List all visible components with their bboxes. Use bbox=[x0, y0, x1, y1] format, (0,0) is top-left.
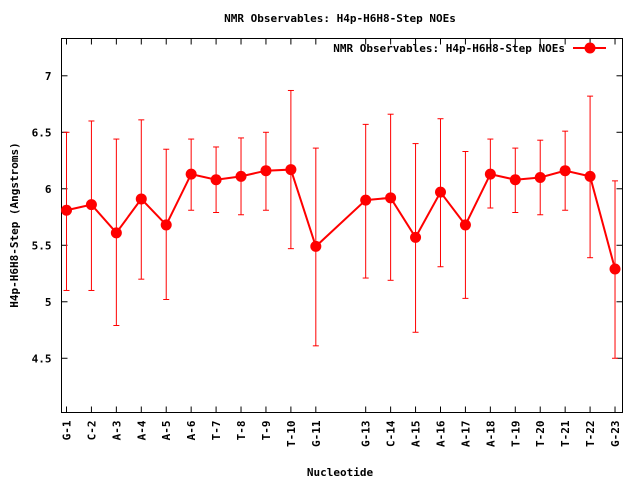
x-tick-label: A-16 bbox=[434, 420, 447, 447]
data-point bbox=[235, 170, 247, 182]
x-tick-label: A-4 bbox=[135, 420, 148, 440]
x-tick-label: C-2 bbox=[85, 421, 98, 441]
x-tick-label: A-3 bbox=[110, 421, 123, 441]
y-tick-label: 6 bbox=[45, 183, 52, 196]
data-point bbox=[160, 219, 172, 231]
data-point bbox=[110, 227, 122, 239]
legend-marker bbox=[584, 42, 596, 54]
data-point bbox=[609, 263, 621, 275]
data-point bbox=[509, 174, 521, 186]
data-point bbox=[360, 194, 372, 206]
series-line bbox=[66, 168, 616, 270]
x-tick-label: T-8 bbox=[235, 421, 248, 441]
y-axis: 4.5 5 5.5 6 6.5 7 bbox=[32, 70, 623, 365]
x-tick-label: G-13 bbox=[360, 421, 373, 448]
series-noe bbox=[60, 89, 621, 359]
legend-label: NMR Observables: H4p-H6H8-Step NOEs bbox=[333, 42, 565, 55]
data-point bbox=[534, 171, 546, 183]
x-tick-label: T-22 bbox=[584, 421, 597, 448]
x-tick-label: A-18 bbox=[484, 421, 497, 448]
x-tick-label: T-20 bbox=[534, 421, 547, 448]
x-axis: G-1 C-2 A-3 A-4 A-5 A-6 T-7 T-8 T-9 T-10 G-11 G-13 C… bbox=[60, 38, 622, 448]
data-point bbox=[484, 168, 496, 180]
legend: NMR Observables: H4p-H6H8-Step NOEs bbox=[333, 42, 606, 55]
y-tick-label: 5.5 bbox=[32, 239, 52, 252]
y-tick-label: 4.5 bbox=[32, 352, 52, 365]
x-tick-label: G-23 bbox=[609, 421, 622, 448]
data-point bbox=[135, 193, 147, 205]
data-point bbox=[410, 231, 422, 243]
data-point bbox=[210, 174, 222, 186]
data-point bbox=[310, 240, 322, 252]
data-point bbox=[285, 164, 297, 176]
x-tick-label: A-6 bbox=[185, 420, 198, 440]
data-point bbox=[185, 168, 197, 180]
x-tick-label: A-17 bbox=[459, 421, 472, 448]
x-tick-label: T-9 bbox=[260, 421, 273, 441]
data-point bbox=[559, 165, 571, 177]
data-point bbox=[385, 192, 397, 204]
y-axis-label: H4p-H6H8-Step (Angstroms) bbox=[8, 142, 21, 308]
data-point bbox=[434, 186, 446, 198]
y-tick-label: 5 bbox=[45, 296, 52, 309]
x-tick-label: A-5 bbox=[160, 421, 173, 441]
x-tick-label: G-1 bbox=[60, 420, 73, 440]
x-tick-label: T-7 bbox=[210, 421, 223, 441]
data-point bbox=[459, 219, 471, 231]
chart-title: NMR Observables: H4p-H6H8-Step NOEs bbox=[224, 12, 456, 25]
plot-frame bbox=[61, 38, 623, 413]
data-point bbox=[260, 165, 272, 177]
x-tick-label: A-15 bbox=[410, 421, 423, 448]
data-point bbox=[60, 204, 72, 216]
x-tick-label: C-14 bbox=[385, 420, 398, 447]
x-tick-label: T-19 bbox=[509, 421, 522, 448]
data-point bbox=[584, 170, 596, 182]
x-axis-label: Nucleotide bbox=[307, 466, 374, 479]
x-tick-label: T-21 bbox=[559, 420, 572, 447]
x-tick-label: T-10 bbox=[285, 421, 298, 448]
y-tick-label: 7 bbox=[45, 70, 52, 83]
y-tick-label: 6.5 bbox=[32, 126, 52, 139]
data-point bbox=[85, 199, 97, 211]
x-tick-label: G-11 bbox=[310, 420, 323, 447]
